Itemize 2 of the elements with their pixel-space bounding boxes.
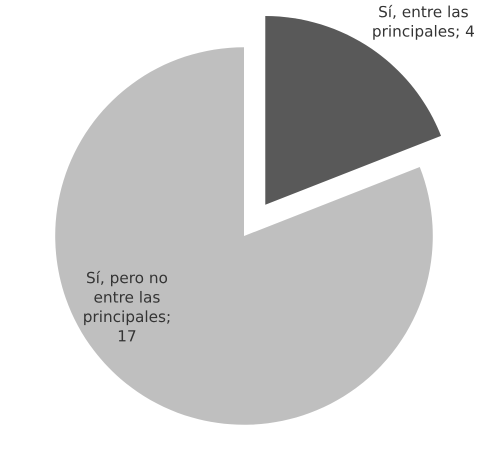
data-label: Sí, pero no entre las principales; 17 xyxy=(84,270,170,342)
data-label: Sí, entre las principales; 4 xyxy=(373,4,474,40)
